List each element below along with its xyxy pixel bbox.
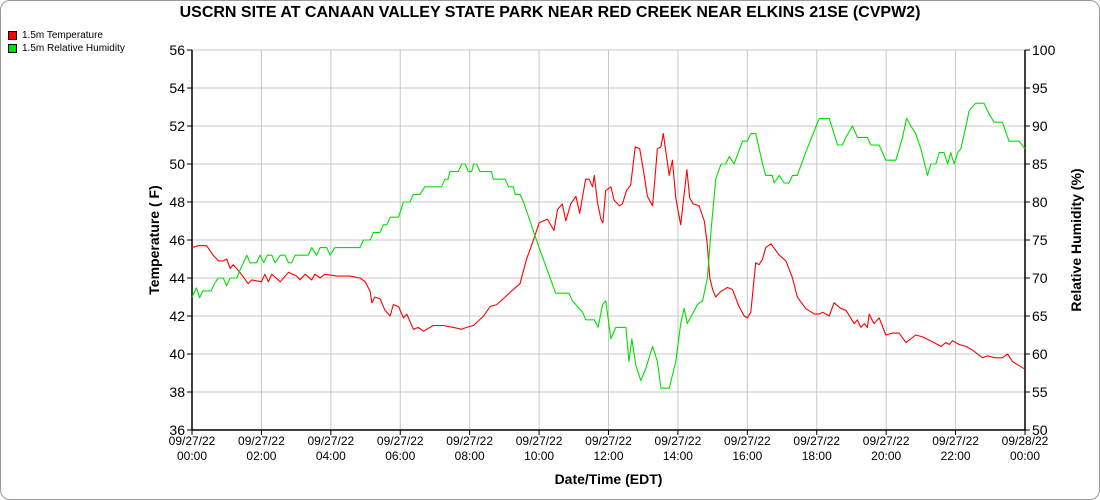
legend-item-temperature: 1.5m Temperature bbox=[8, 29, 125, 42]
x-tick-label-time: 12:00 bbox=[593, 449, 623, 463]
x-tick-label-time: 10:00 bbox=[524, 449, 554, 463]
x-tick-label-date: 09/27/22 bbox=[238, 434, 285, 448]
x-tick-label-date: 09/27/22 bbox=[863, 434, 910, 448]
series-line-temperature bbox=[191, 133, 1026, 370]
y-tick-label-right: 85 bbox=[1032, 156, 1048, 172]
series-line-humidity bbox=[191, 102, 1026, 389]
chart-title: USCRN SITE AT CANAAN VALLEY STATE PARK N… bbox=[179, 4, 921, 21]
x-tick-label-date: 09/27/22 bbox=[932, 434, 979, 448]
legend-label-humidity: 1.5m Relative Humidity bbox=[22, 43, 125, 54]
legend-label-temperature: 1.5m Temperature bbox=[22, 30, 103, 41]
x-tick-label-time: 16:00 bbox=[732, 449, 762, 463]
x-tick-label-time: 14:00 bbox=[663, 449, 693, 463]
x-tick-label-date: 09/27/22 bbox=[793, 434, 840, 448]
x-tick-label-time: 02:00 bbox=[246, 449, 276, 463]
y-tick-label-right: 90 bbox=[1032, 118, 1048, 134]
y-tick-label-left: 40 bbox=[169, 346, 185, 362]
y-tick-label-right: 75 bbox=[1032, 232, 1048, 248]
x-tick-label-date: 09/27/22 bbox=[585, 434, 632, 448]
y-axis-title-left: Temperature ( F) bbox=[146, 185, 162, 294]
x-tick-label-time: 06:00 bbox=[385, 449, 415, 463]
legend-swatch-humidity bbox=[8, 44, 17, 53]
y-tick-label-left: 54 bbox=[169, 80, 185, 96]
legend: 1.5m Temperature 1.5m Relative Humidity bbox=[8, 29, 125, 55]
y-tick-label-right: 80 bbox=[1032, 194, 1048, 210]
x-tick-label-time: 04:00 bbox=[316, 449, 346, 463]
x-tick-label-time: 22:00 bbox=[941, 449, 971, 463]
y-tick-label-left: 56 bbox=[169, 42, 185, 58]
x-tick-label-time: 00:00 bbox=[1010, 449, 1040, 463]
y-tick-label-left: 44 bbox=[169, 270, 185, 286]
y-tick-label-left: 52 bbox=[169, 118, 185, 134]
legend-swatch-temperature bbox=[8, 31, 17, 40]
y-tick-label-left: 42 bbox=[169, 308, 185, 324]
legend-item-humidity: 1.5m Relative Humidity bbox=[8, 42, 125, 55]
x-tick-label-date: 09/27/22 bbox=[724, 434, 771, 448]
x-tick-label-date: 09/27/22 bbox=[377, 434, 424, 448]
x-tick-label-time: 20:00 bbox=[871, 449, 901, 463]
y-axis-title-right: Relative Humidity (%) bbox=[1068, 168, 1084, 311]
y-tick-label-right: 65 bbox=[1032, 308, 1048, 324]
y-tick-label-left: 46 bbox=[169, 232, 185, 248]
x-tick-label-date: 09/27/22 bbox=[169, 434, 216, 448]
y-tick-label-right: 55 bbox=[1032, 384, 1048, 400]
x-tick-label-time: 18:00 bbox=[802, 449, 832, 463]
x-tick-label-date: 09/27/22 bbox=[446, 434, 493, 448]
y-tick-label-right: 100 bbox=[1032, 42, 1056, 58]
x-tick-label-time: 08:00 bbox=[455, 449, 485, 463]
x-tick-label-date: 09/27/22 bbox=[516, 434, 563, 448]
x-tick-label-date: 09/27/22 bbox=[655, 434, 702, 448]
y-tick-label-right: 70 bbox=[1032, 270, 1048, 286]
y-tick-label-left: 48 bbox=[169, 194, 185, 210]
y-tick-label-left: 36 bbox=[169, 422, 185, 438]
y-tick-label-left: 50 bbox=[169, 156, 185, 172]
x-axis-title: Date/Time (EDT) bbox=[555, 471, 663, 487]
x-tick-label-time: 00:00 bbox=[177, 449, 207, 463]
y-tick-label-right: 95 bbox=[1032, 80, 1048, 96]
y-tick-label-right: 60 bbox=[1032, 346, 1048, 362]
y-tick-label-left: 38 bbox=[169, 384, 185, 400]
y-tick-label-right: 50 bbox=[1032, 422, 1048, 438]
x-tick-label-date: 09/27/22 bbox=[307, 434, 354, 448]
x-tick-label-date: 09/28/22 bbox=[1002, 434, 1049, 448]
